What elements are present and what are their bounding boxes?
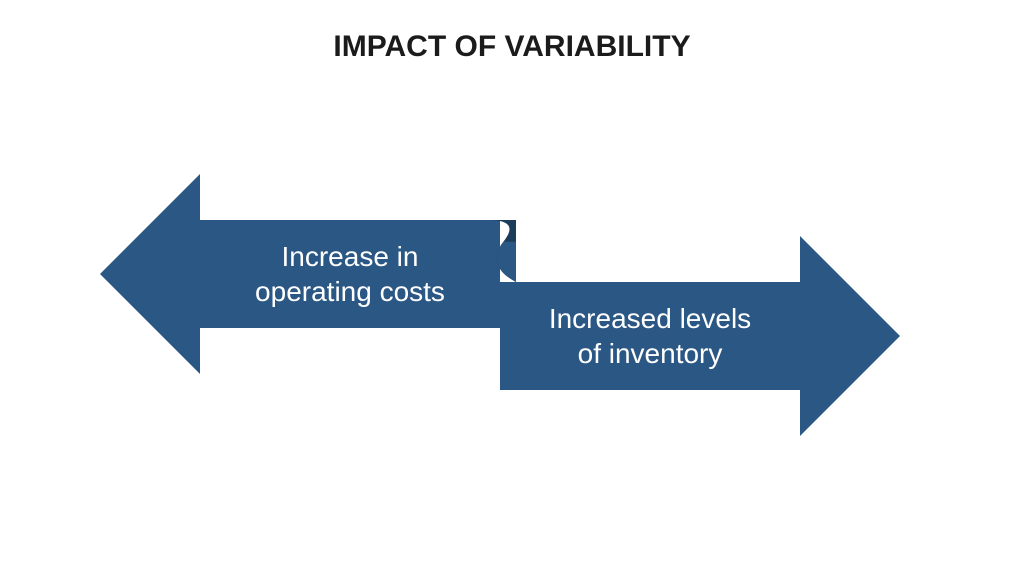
slide: IMPACT OF VARIABILITY Increase in operat… xyxy=(0,0,1024,576)
right-arrow-label-line2: of inventory xyxy=(578,338,723,369)
left-arrow-label-line1: Increase in xyxy=(282,241,419,272)
slide-title: IMPACT OF VARIABILITY xyxy=(0,30,1024,64)
left-arrow-body: Increase in operating costs xyxy=(200,220,500,328)
right-arrow-label: Increased levels of inventory xyxy=(549,301,751,371)
left-arrow-label: Increase in operating costs xyxy=(255,239,445,309)
left-arrow-head xyxy=(100,174,200,374)
right-arrow-body: Increased levels of inventory xyxy=(500,282,800,390)
ribbon-fold xyxy=(488,220,516,282)
left-arrow-label-line2: operating costs xyxy=(255,276,445,307)
right-arrow-head xyxy=(800,236,900,436)
right-arrow-label-line1: Increased levels xyxy=(549,303,751,334)
